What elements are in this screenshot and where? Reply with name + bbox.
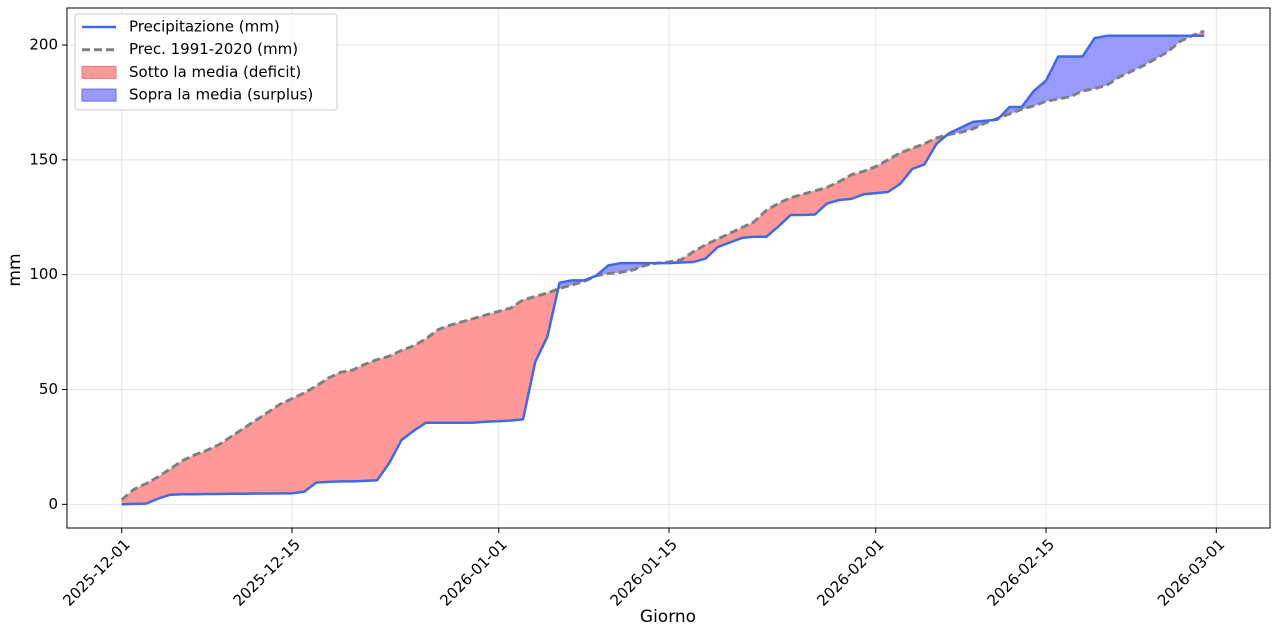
legend-label: Precipitazione (mm): [129, 18, 280, 36]
legend-label: Sopra la media (surplus): [129, 86, 313, 104]
fill-area: [352, 363, 366, 482]
fill-area: [230, 428, 244, 495]
y-tick-label: 0: [48, 495, 58, 513]
fill-area: [486, 311, 499, 422]
y-tick-label: 50: [39, 380, 58, 398]
fill-area: [133, 483, 147, 505]
fill-area: [425, 329, 439, 424]
fill-area: [279, 398, 293, 494]
x-tick-label: 2026-02-01: [813, 535, 887, 609]
y-tick-label: 150: [29, 150, 58, 168]
fill-area: [340, 369, 354, 482]
fill-area: [267, 403, 281, 494]
fill-area: [510, 299, 524, 421]
y-tick-label: 200: [29, 35, 58, 53]
fill-area: [364, 359, 378, 482]
fill-area: [875, 159, 889, 194]
x-tick-label: 2026-03-01: [1154, 535, 1228, 609]
x-tick-label: 2026-01-15: [607, 535, 681, 609]
fill-area: [449, 321, 463, 424]
fill-area: [498, 307, 512, 422]
line: [120, 29, 1205, 501]
x-tick-label: 2025-12-01: [59, 535, 133, 609]
legend-box: [74, 13, 338, 111]
plot-frame: [66, 7, 1271, 529]
fill-area: [316, 377, 329, 483]
fill-area: [1057, 56, 1071, 100]
fill-area: [839, 174, 852, 201]
fill-area: [194, 450, 208, 495]
fill-area: [243, 420, 256, 495]
fill-area: [291, 392, 305, 494]
legend-swatch: [81, 65, 117, 79]
fill-area: [1094, 35, 1108, 89]
fill-area: [328, 371, 341, 483]
x-axis-label: Giorno: [640, 607, 696, 627]
fill-area: [376, 355, 390, 482]
x-tick-label: 2026-02-15: [984, 535, 1058, 609]
legend-label: Prec. 1991-2020 (mm): [129, 40, 298, 58]
legend-label: Sotto la media (deficit): [129, 63, 301, 81]
fill-area: [899, 147, 913, 185]
fill-area: [462, 317, 475, 424]
fill-area: [303, 385, 317, 493]
fill-area: [413, 338, 427, 432]
fill-area: [206, 444, 220, 495]
y-tick-label: 100: [29, 265, 58, 283]
x-tick-label: 2025-12-15: [230, 535, 304, 609]
y-axis-label: mm: [5, 253, 25, 286]
legend-swatch: [81, 88, 117, 102]
fill-area: [522, 296, 536, 420]
fill-area: [401, 345, 414, 441]
fill-area: [255, 412, 268, 494]
line: [121, 34, 1205, 506]
fill-area: [474, 314, 487, 423]
x-tick-label: 2026-01-01: [436, 535, 510, 609]
legend: Precipitazione (mm) Prec. 1991-2020 (mm) S…: [74, 13, 338, 111]
fill-area: [437, 324, 451, 424]
fill-area: [1070, 56, 1083, 98]
